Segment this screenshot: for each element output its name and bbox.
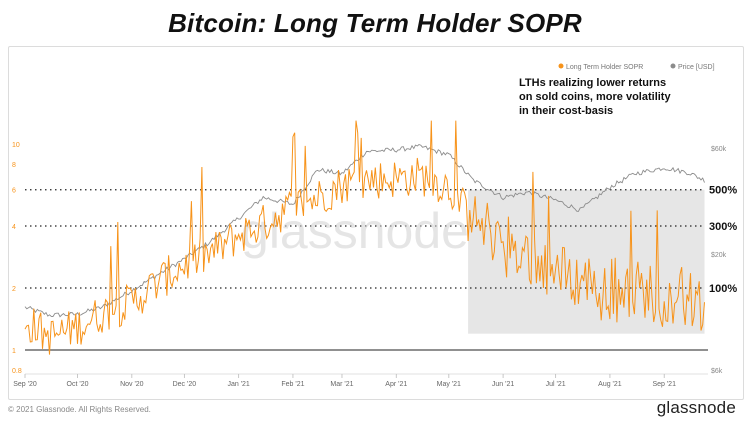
- x-tick-label: Jan '21: [227, 381, 249, 388]
- y-left-tick-label: 0.8: [12, 368, 22, 375]
- legend-label-price: Price [USD]: [678, 64, 715, 71]
- x-tick-label: Apr '21: [385, 381, 407, 388]
- annotation-line: in their cost-basis: [519, 105, 613, 117]
- x-tick-label: Oct '20: [67, 381, 89, 388]
- series-price: [24, 143, 705, 318]
- x-tick-label: Nov '20: [120, 381, 144, 388]
- level-label: 300%: [709, 221, 737, 233]
- y-right-tick-label: $20k: [711, 252, 727, 259]
- chart-title: Bitcoin: Long Term Holder SOPR: [168, 8, 582, 38]
- legend-label-sopr: Long Term Holder SOPR: [566, 64, 643, 71]
- level-label: 500%: [709, 185, 737, 197]
- y-left-tick-label: 6: [12, 188, 16, 195]
- shaded-region: [468, 189, 705, 334]
- y-left-tick-label: 2: [12, 286, 16, 293]
- level-label: 100%: [709, 283, 737, 295]
- x-tick-label: Sep '20: [13, 381, 37, 388]
- y-left-tick-label: 4: [12, 224, 16, 231]
- y-right-tick-label: $60k: [711, 146, 727, 153]
- y-left-tick-label: 10: [12, 142, 20, 149]
- x-tick-label: Feb '21: [281, 381, 304, 388]
- copyright-text: © 2021 Glassnode. All Rights Reserved.: [8, 405, 151, 414]
- x-tick-label: Mar '21: [330, 381, 353, 388]
- y-right-tick-label: $6k: [711, 368, 723, 375]
- series-sopr: [24, 120, 705, 355]
- x-tick-label: Aug '21: [598, 381, 622, 388]
- x-tick-label: Jul '21: [546, 381, 566, 388]
- annotation-line: LTHs realizing lower returns: [519, 77, 666, 89]
- legend-swatch-price: [670, 63, 676, 69]
- watermark: glassnode: [241, 203, 469, 259]
- y-left-tick-label: 1: [12, 348, 16, 355]
- brand-logo-text: glassnode: [656, 398, 736, 417]
- x-tick-label: Sep '21: [652, 381, 676, 388]
- y-left-tick-label: 8: [12, 162, 16, 169]
- annotation-line: on sold coins, more volatility: [519, 91, 671, 103]
- x-tick-label: May '21: [437, 381, 461, 388]
- x-tick-label: Dec '20: [173, 381, 197, 388]
- legend-swatch-sopr: [558, 63, 564, 69]
- x-tick-label: Jun '21: [492, 381, 514, 388]
